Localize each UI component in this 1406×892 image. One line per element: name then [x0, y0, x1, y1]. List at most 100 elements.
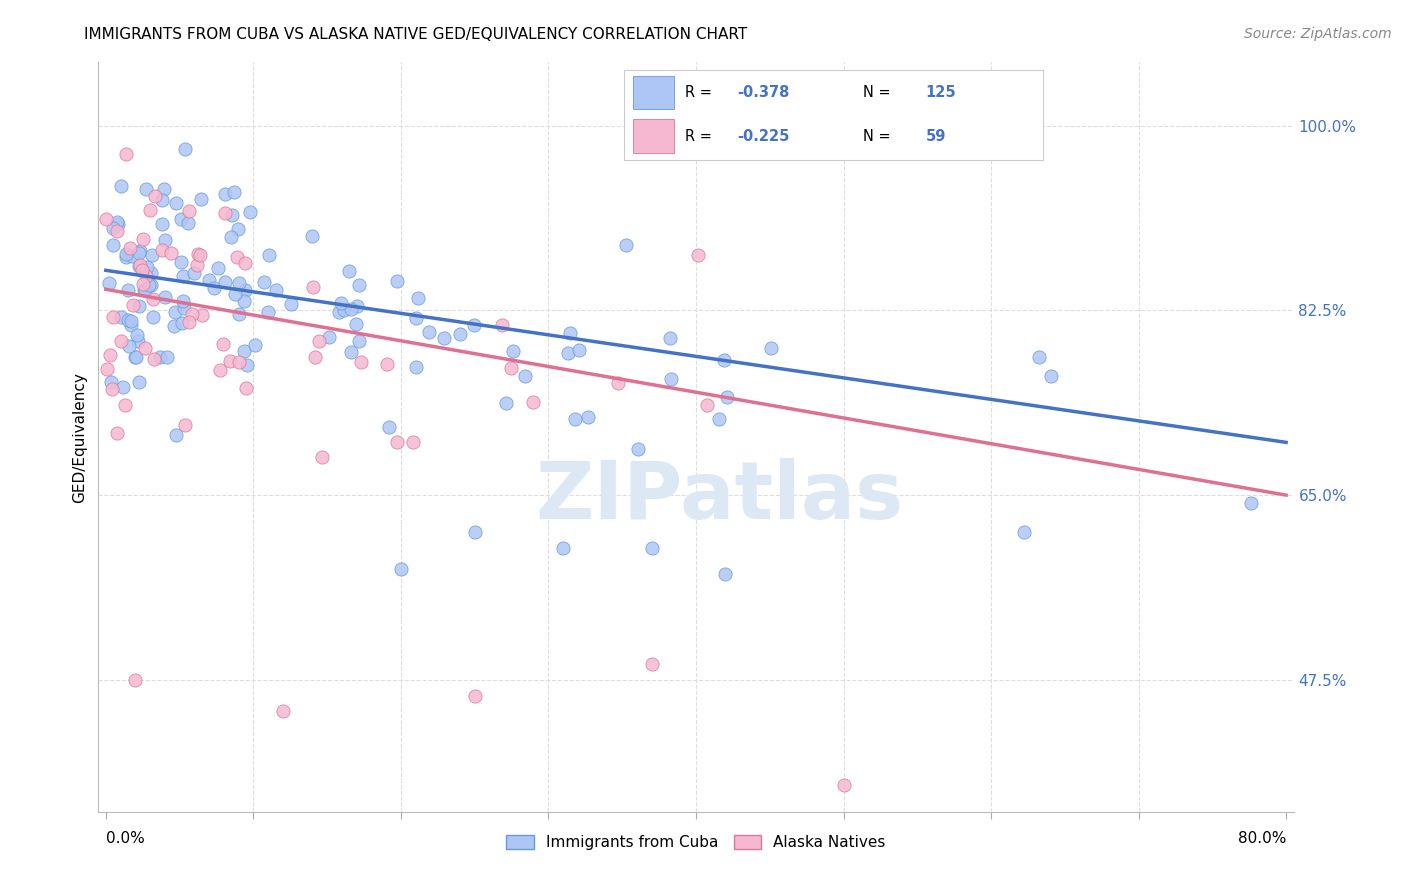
Point	[614, 238, 637, 252]
Point	[117, 283, 139, 297]
Point	[219, 230, 242, 244]
Point	[557, 346, 579, 360]
Point	[114, 250, 136, 264]
Point	[145, 189, 167, 203]
Point	[224, 286, 246, 301]
Point	[233, 283, 256, 297]
Point	[304, 351, 326, 365]
Point	[1040, 368, 1063, 383]
Point	[385, 435, 408, 450]
Point	[153, 290, 176, 304]
Point	[433, 331, 456, 345]
Point	[214, 276, 236, 290]
Point	[375, 357, 398, 371]
Point	[209, 362, 232, 376]
Point	[405, 311, 427, 326]
Point	[330, 296, 353, 310]
Point	[221, 208, 243, 222]
Point	[340, 302, 363, 317]
Point	[142, 310, 165, 324]
Point	[264, 283, 287, 297]
Point	[349, 334, 371, 349]
Point	[271, 705, 294, 719]
Point	[228, 355, 250, 369]
Point	[661, 372, 683, 386]
Point	[491, 318, 513, 333]
Point	[159, 246, 181, 260]
Point	[118, 241, 141, 255]
Point	[344, 318, 367, 332]
Point	[156, 350, 179, 364]
Point	[257, 305, 280, 319]
Point	[142, 292, 165, 306]
Point	[172, 268, 194, 283]
Point	[128, 300, 150, 314]
Point	[228, 276, 250, 290]
Point	[558, 326, 581, 341]
Point	[132, 277, 155, 291]
Point	[187, 247, 209, 261]
Point	[170, 212, 193, 227]
Point	[134, 283, 156, 297]
Point	[105, 224, 128, 238]
Point	[124, 673, 146, 687]
Point	[121, 298, 143, 312]
Point	[124, 350, 146, 364]
Point	[96, 362, 118, 376]
Point	[170, 255, 193, 269]
Text: 80.0%: 80.0%	[1237, 830, 1286, 846]
Point	[173, 301, 195, 316]
Point	[495, 395, 517, 409]
Point	[378, 420, 401, 434]
Point	[406, 291, 429, 305]
Point	[132, 232, 155, 246]
Point	[350, 354, 373, 368]
Point	[142, 351, 165, 366]
Point	[228, 307, 250, 321]
Point	[389, 562, 412, 576]
Point	[333, 302, 356, 317]
Point	[101, 238, 124, 252]
Point	[564, 412, 586, 426]
Point	[170, 316, 193, 330]
Point	[139, 203, 162, 218]
Point	[239, 205, 262, 219]
Point	[337, 263, 360, 277]
Point	[658, 331, 681, 345]
Point	[120, 318, 142, 333]
Point	[340, 344, 363, 359]
Point	[181, 307, 204, 321]
Point	[308, 334, 330, 348]
Point	[716, 391, 738, 405]
Point	[232, 294, 254, 309]
Point	[105, 426, 128, 441]
Point	[463, 318, 485, 332]
Point	[696, 398, 718, 412]
Point	[100, 382, 122, 396]
Point	[98, 348, 121, 362]
Point	[114, 147, 136, 161]
Point	[418, 325, 440, 339]
Point	[186, 258, 208, 272]
Point	[111, 380, 134, 394]
Point	[105, 215, 128, 229]
Point	[172, 294, 194, 309]
Point	[214, 206, 236, 220]
Point	[405, 359, 427, 374]
Point	[183, 266, 205, 280]
Point	[385, 274, 408, 288]
Point	[120, 314, 142, 328]
Point	[1028, 350, 1050, 364]
Point	[128, 376, 150, 390]
Point	[253, 275, 276, 289]
Point	[235, 381, 257, 395]
Text: Source: ZipAtlas.com: Source: ZipAtlas.com	[1244, 27, 1392, 41]
Point	[346, 299, 368, 313]
Point	[150, 193, 173, 207]
Point	[127, 334, 149, 348]
Point	[347, 278, 370, 293]
Point	[131, 263, 153, 277]
Point	[759, 341, 782, 355]
Point	[103, 221, 125, 235]
Point	[110, 334, 132, 348]
